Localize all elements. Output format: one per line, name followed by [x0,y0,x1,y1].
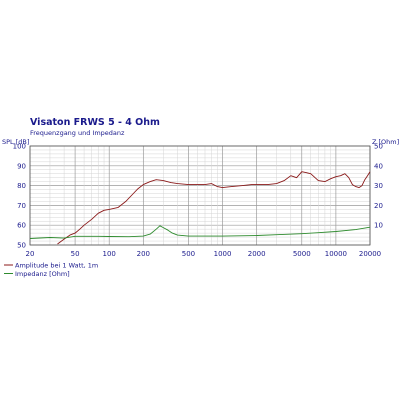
x-tick-label: 100 [103,250,116,258]
x-tick-label: 10000 [325,250,347,258]
amplitude-line [57,171,371,245]
grid [29,145,371,246]
y-right-tick-label: 40 [374,162,383,170]
y-right-tick-label: 30 [374,182,383,190]
y-axis-right-title: Z [Ohm] [372,138,399,146]
impedance-line [29,225,371,239]
y-axis-left-title: SPL [dB] [2,138,29,146]
y-left-tick-label: 100 [13,143,26,151]
x-tick-label: 2000 [248,250,266,258]
y-left-tick-label: 90 [17,162,26,170]
plot-frame [29,145,371,246]
series-layer [29,171,371,245]
y-right-tick-label: 10 [374,222,383,230]
legend-label: Amplitude bei 1 Watt, 1m [15,261,98,269]
y-left-tick-label: 70 [17,202,26,210]
x-tick-label: 5000 [293,250,311,258]
x-tick-label: 500 [182,250,195,258]
x-tick-label: 20000 [359,250,381,258]
chart-title: Visaton FRWS 5 - 4 Ohm [30,117,160,128]
legend-label: Impedanz [Ohm] [15,270,70,278]
y-left-tick-label: 80 [17,182,26,190]
y-left-tick-label: 60 [17,222,26,230]
y-axis-left-ticks: 50 60 70 80 90 100 [13,143,26,250]
x-tick-label: 1000 [214,250,232,258]
x-axis-ticks: 20 50 100 200 500 1000 2000 5000 10000 20000 [26,250,382,258]
y-axis-right-ticks: 10 20 30 40 50 [374,143,383,230]
x-tick-label: 20 [26,250,35,258]
y-right-tick-label: 50 [374,143,383,151]
y-left-tick-label: 50 [17,242,26,250]
x-tick-label: 200 [137,250,150,258]
x-tick-label: 50 [71,250,80,258]
y-right-tick-label: 20 [374,202,383,210]
chart-subtitle: Frequenzgang und Impedanz [30,129,125,137]
